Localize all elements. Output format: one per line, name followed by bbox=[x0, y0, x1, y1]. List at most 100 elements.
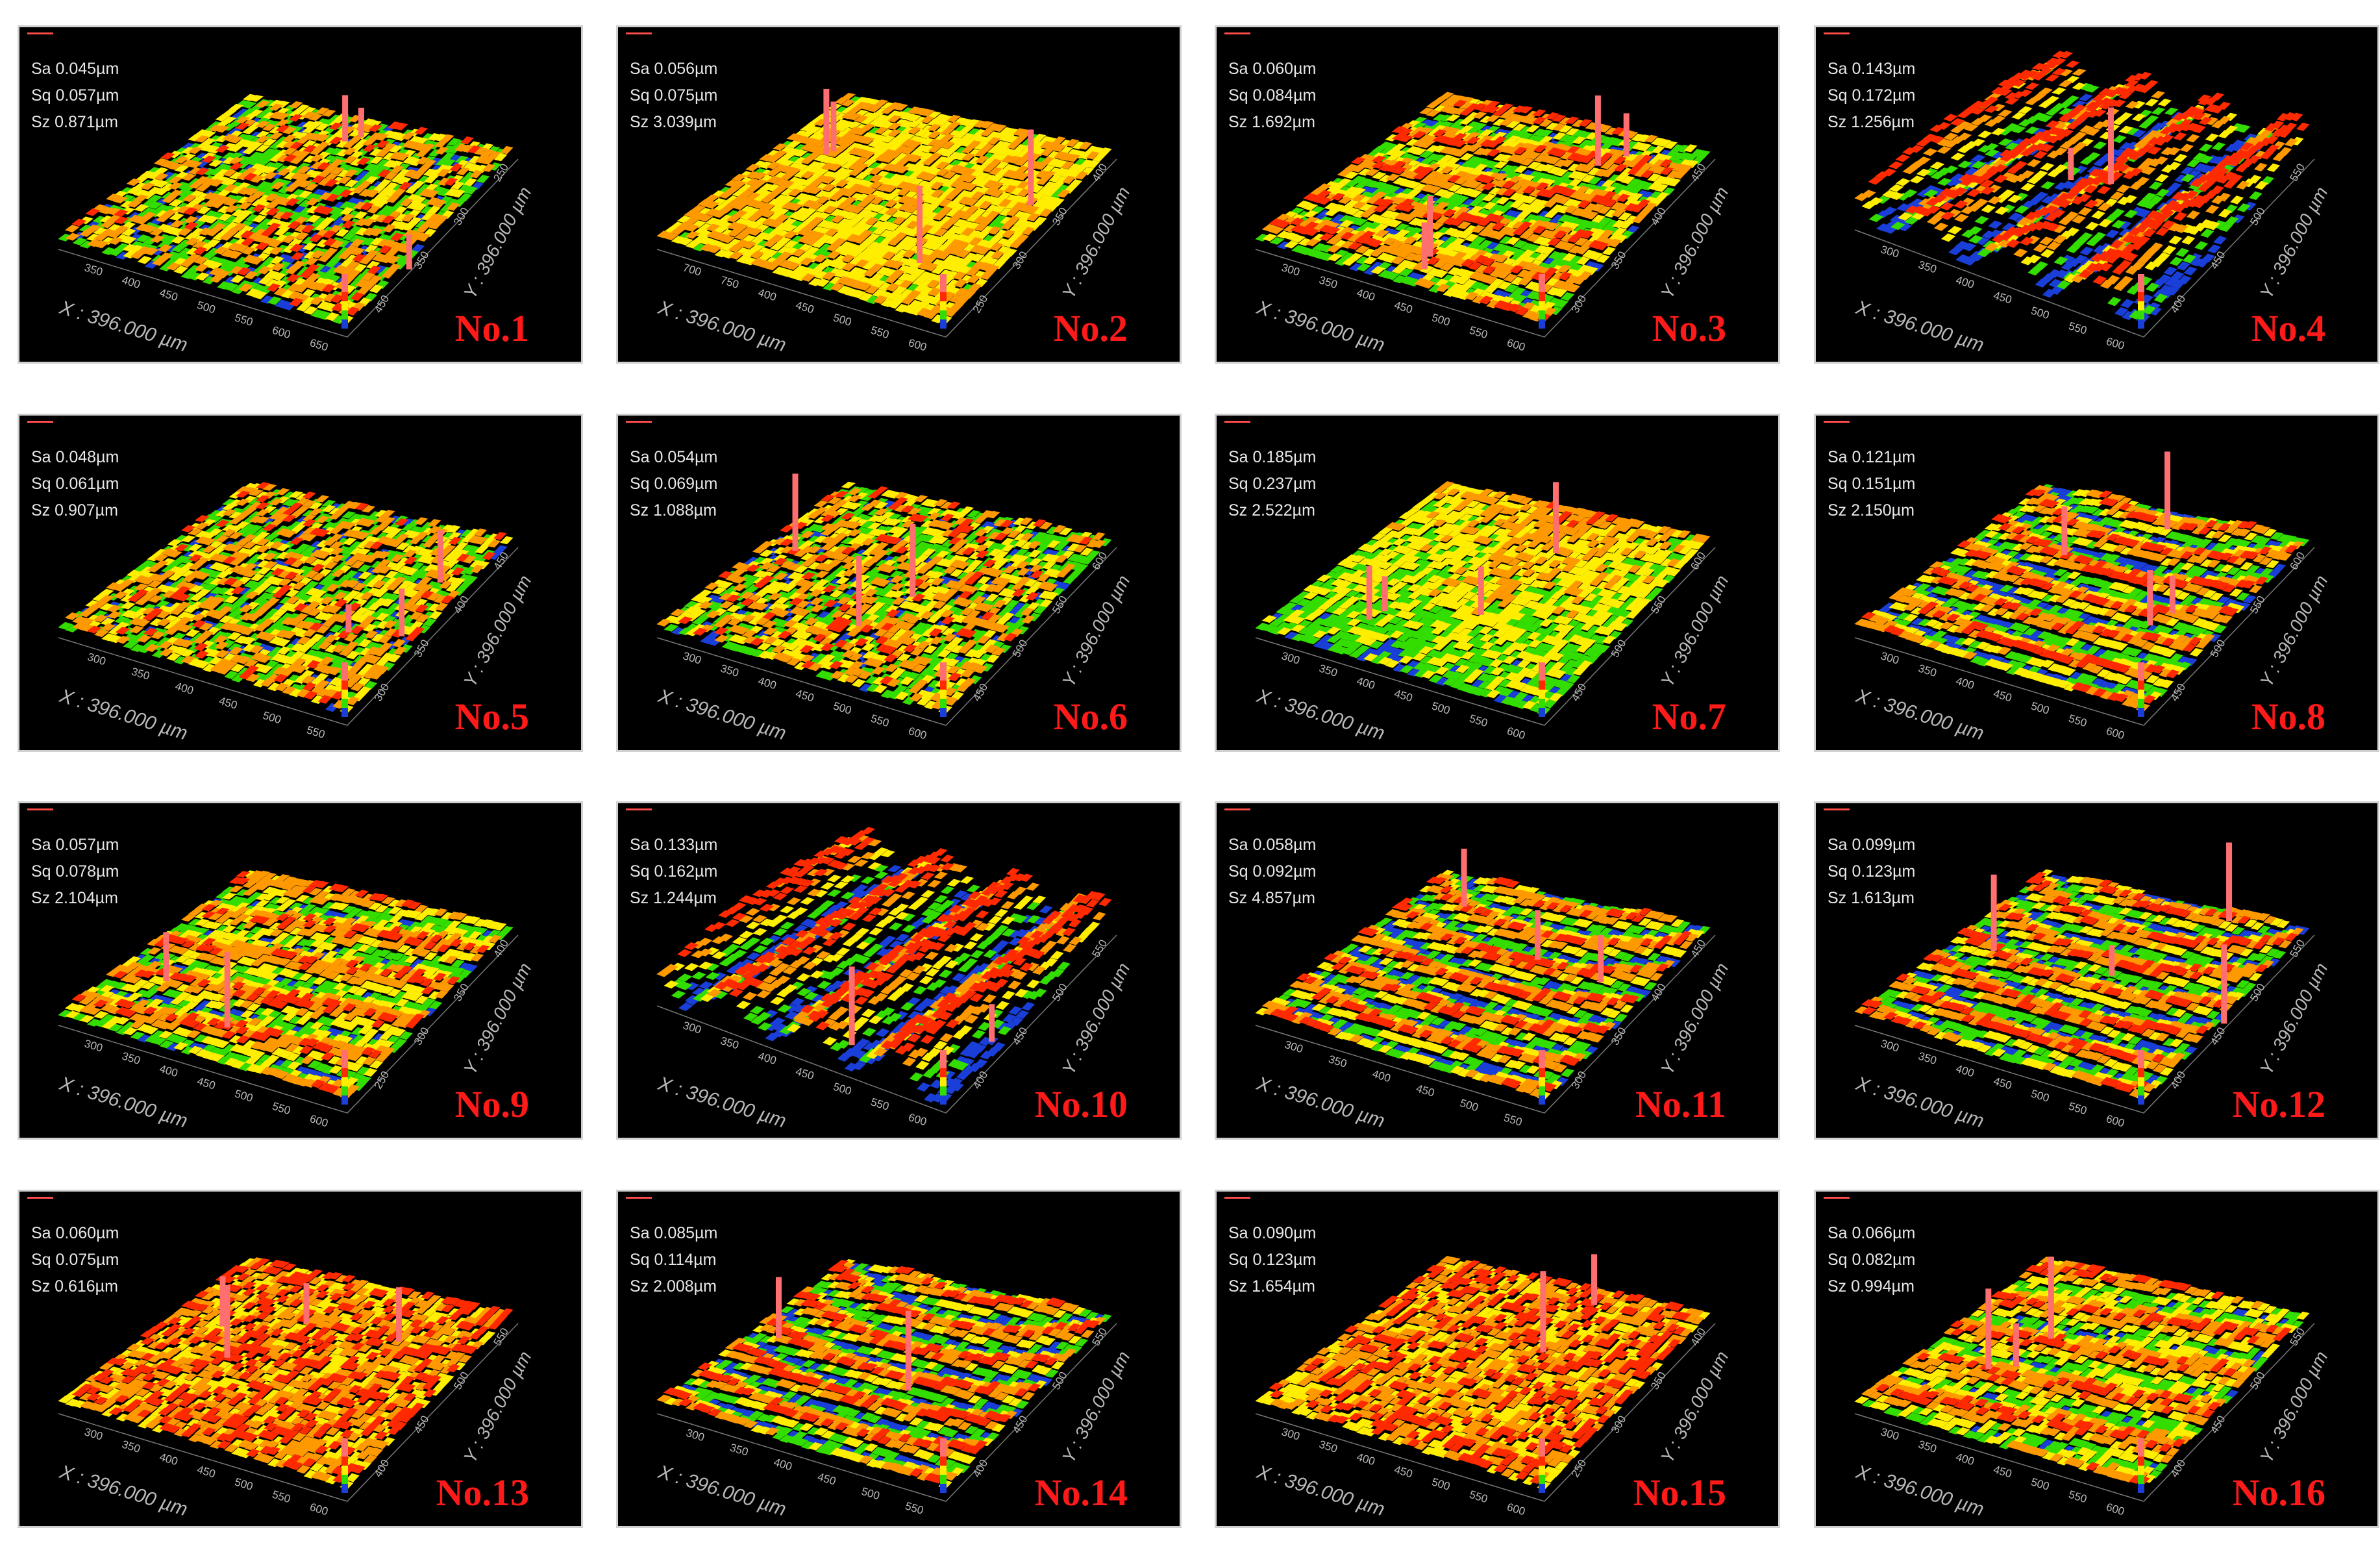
sq-value: Sq 0.082µm bbox=[1828, 1251, 1916, 1269]
roughness-parameters: Sa 0.057µm Sq 0.078µm Sz 2.104µm bbox=[31, 832, 119, 912]
x-tick-label: 450 bbox=[195, 1463, 217, 1480]
sample-label: No.8 bbox=[2251, 695, 2325, 738]
y-axis-title: Y : 396.000 µm bbox=[2256, 1348, 2332, 1466]
x-tick-label: 400 bbox=[1355, 1451, 1376, 1468]
x-tick-label: 450 bbox=[1992, 289, 2013, 306]
sz-value: Sz 1.654µm bbox=[1228, 1277, 1315, 1295]
y-axis-title: Y : 396.000 µm bbox=[2256, 572, 2332, 690]
x-tick-label: 400 bbox=[756, 1050, 778, 1067]
height-spike bbox=[1553, 482, 1559, 553]
sample-label: No.5 bbox=[454, 695, 529, 738]
y-tick-label: 450 bbox=[2168, 681, 2188, 703]
sz-value: Sz 0.616µm bbox=[31, 1277, 118, 1295]
surface-mesh bbox=[656, 481, 1112, 714]
sq-value: Sq 0.078µm bbox=[31, 862, 119, 881]
sa-value: Sa 0.060µm bbox=[1228, 60, 1317, 78]
instrument-logo-icon bbox=[1824, 31, 1850, 38]
x-tick-label: 400 bbox=[756, 675, 778, 692]
sz-value: Sz 1.256µm bbox=[1828, 113, 1915, 131]
instrument-logo-icon bbox=[1824, 1195, 1850, 1202]
x-tick-label: 400 bbox=[1954, 675, 1976, 692]
surface-mesh bbox=[58, 94, 514, 324]
height-spike bbox=[1591, 1254, 1598, 1305]
y-tick-label: 400 bbox=[2168, 1069, 2188, 1091]
y-tick-label: 400 bbox=[971, 1069, 991, 1091]
y-tick-label: 400 bbox=[372, 1457, 392, 1479]
y-axis-title: Y : 396.000 µm bbox=[2256, 960, 2332, 1078]
x-tick-label: 550 bbox=[1468, 324, 1489, 341]
roughness-parameters: Sa 0.058µm Sq 0.092µm Sz 4.857µm bbox=[1228, 832, 1316, 912]
sz-value: Sz 1.088µm bbox=[630, 501, 717, 519]
x-tick-label: 450 bbox=[1992, 1075, 2013, 1092]
sq-value: Sq 0.114µm bbox=[630, 1251, 717, 1269]
y-tick-label: 250 bbox=[1569, 1457, 1589, 1479]
x-tick-label: 350 bbox=[1318, 1438, 1339, 1455]
x-tick-label: 600 bbox=[1506, 336, 1527, 353]
sq-value: Sq 0.069µm bbox=[630, 475, 718, 493]
roughness-parameters: Sa 0.056µm Sq 0.075µm Sz 3.039µm bbox=[630, 56, 717, 136]
front-spike-colorbar bbox=[2138, 662, 2144, 717]
roughness-parameters: Sa 0.066µm Sq 0.082µm Sz 0.994µm bbox=[1828, 1220, 1915, 1300]
height-spike bbox=[2221, 944, 2227, 1024]
sample-label: No.1 bbox=[454, 307, 529, 349]
x-tick-label: 450 bbox=[794, 299, 815, 316]
surface-mesh bbox=[1854, 484, 2310, 712]
sa-value: Sa 0.056µm bbox=[630, 60, 718, 78]
x-tick-label: 600 bbox=[907, 336, 928, 353]
height-spike bbox=[830, 101, 837, 152]
instrument-logo-icon bbox=[1824, 807, 1850, 814]
y-axis-title: Y : 396.000 µm bbox=[1657, 184, 1733, 302]
x-tick-label: 350 bbox=[1917, 1050, 1939, 1067]
front-spike-colorbar bbox=[2138, 1050, 2144, 1105]
y-tick-label: 400 bbox=[971, 1457, 991, 1479]
height-spike bbox=[1534, 910, 1541, 960]
sq-value: Sq 0.075µm bbox=[630, 86, 718, 105]
x-tick-label: 400 bbox=[1371, 1068, 1393, 1084]
x-tick-label: 350 bbox=[719, 1034, 741, 1051]
height-spike bbox=[219, 1276, 226, 1327]
front-spike-colorbar bbox=[2138, 1438, 2144, 1493]
y-tick-label: 400 bbox=[2168, 1457, 2188, 1479]
x-tick-label: 300 bbox=[1879, 1037, 1901, 1054]
surface-panel: 300 350 400 450 500 550 600 250 300 350 400 X : 396… bbox=[19, 803, 581, 1138]
x-tick-label: 450 bbox=[1393, 687, 1414, 704]
sq-value: Sq 0.084µm bbox=[1228, 86, 1317, 105]
axis-lines bbox=[1255, 1323, 1716, 1502]
y-axis-title: Y : 396.000 µm bbox=[1058, 1348, 1134, 1466]
sz-value: Sz 1.692µm bbox=[1228, 113, 1315, 131]
instrument-logo-icon bbox=[1824, 419, 1850, 426]
height-spike bbox=[395, 1287, 402, 1342]
x-axis-title: X : 396.000 µm bbox=[1254, 297, 1387, 357]
x-tick-label: 500 bbox=[1459, 1097, 1480, 1114]
y-axis-title: Y : 396.000 µm bbox=[1657, 572, 1733, 690]
x-tick-label: 550 bbox=[869, 1095, 891, 1112]
sample-label: No.9 bbox=[454, 1083, 529, 1125]
x-tick-label: 350 bbox=[1318, 274, 1339, 291]
instrument-logo-icon bbox=[1224, 31, 1250, 38]
sample-label: No.7 bbox=[1652, 695, 1726, 738]
surface-mesh bbox=[1255, 870, 1711, 1100]
sample-label: No.12 bbox=[2232, 1083, 2325, 1125]
sz-value: Sz 0.871µm bbox=[31, 113, 118, 131]
x-tick-label: 700 bbox=[682, 261, 703, 278]
instrument-logo-icon bbox=[27, 1195, 53, 1202]
x-axis-title: X : 396.000 µm bbox=[1254, 1073, 1387, 1133]
sa-value: Sa 0.121µm bbox=[1828, 448, 1916, 466]
x-tick-label: 300 bbox=[83, 1425, 105, 1442]
x-tick-label: 350 bbox=[83, 261, 105, 278]
x-tick-label: 500 bbox=[262, 709, 283, 726]
sz-value: Sz 2.008µm bbox=[630, 1277, 717, 1295]
sz-value: Sz 2.104µm bbox=[31, 889, 118, 907]
height-spike bbox=[224, 951, 230, 1028]
height-spike bbox=[2226, 842, 2233, 921]
height-spike bbox=[437, 530, 443, 583]
sz-value: Sz 1.613µm bbox=[1828, 889, 1915, 907]
surface-panel: 300 350 400 450 500 550 300 350 400 450 X : 396.00… bbox=[1217, 803, 1778, 1138]
height-spike bbox=[1594, 95, 1601, 166]
sa-value: Sa 0.058µm bbox=[1228, 836, 1317, 854]
